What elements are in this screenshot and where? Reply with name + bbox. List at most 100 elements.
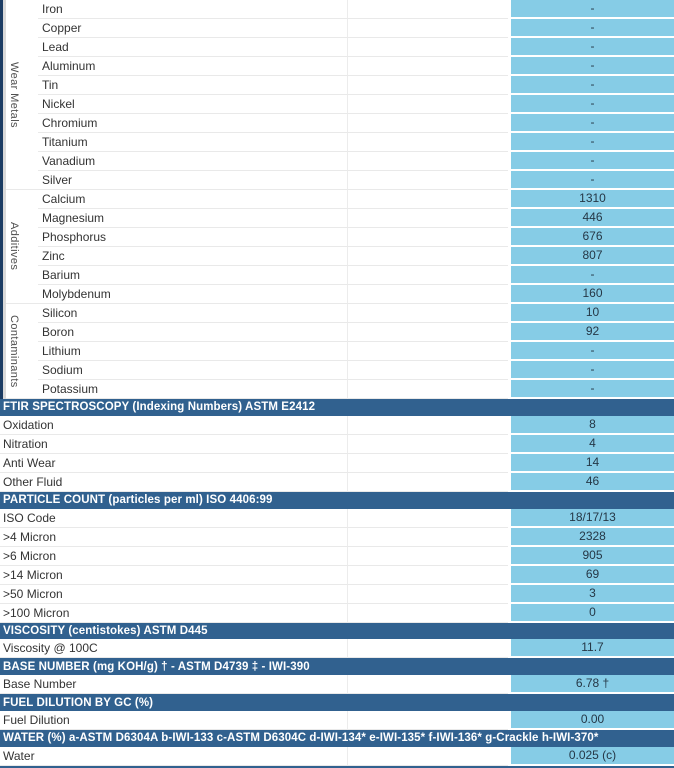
empty-cell xyxy=(348,266,508,285)
parameter-name: Iron xyxy=(38,0,348,19)
parameter-name: Vanadium xyxy=(38,152,348,171)
elemental-analysis-table: Wear Metals Iron - Copper - Lead - Aluminum… xyxy=(0,0,674,399)
parameter-name: >100 Micron xyxy=(0,603,348,623)
parameter-name: Chromium xyxy=(38,114,348,133)
parameter-name: Sodium xyxy=(38,361,348,380)
parameter-name: Zinc xyxy=(38,247,348,266)
group-wear-metals: Wear Metals Iron - Copper - Lead - Aluminum… xyxy=(0,0,674,190)
table-row: Silicon 10 xyxy=(38,304,674,323)
empty-cell xyxy=(348,604,508,623)
section-fuel-dilution: FUEL DILUTION BY GC (%) Fuel Dilution 0.0… xyxy=(0,694,674,730)
table-row: Nickel - xyxy=(38,95,674,114)
parameter-name: Water xyxy=(0,746,348,766)
parameter-value: 8 xyxy=(508,415,674,435)
parameter-name: Barium xyxy=(38,266,348,285)
table-row: Titanium - xyxy=(38,133,674,152)
parameter-value: 10 xyxy=(508,304,674,323)
parameter-value: - xyxy=(508,95,674,114)
table-row: Viscosity @ 100C 11.7 xyxy=(0,639,674,659)
table-row: Copper - xyxy=(38,19,674,38)
empty-cell xyxy=(348,323,508,342)
table-row: Water 0.025 (c) xyxy=(0,746,674,766)
table-row: Silver - xyxy=(38,171,674,190)
parameter-name: Phosphorus xyxy=(38,228,348,247)
table-row: Vanadium - xyxy=(38,152,674,171)
parameter-name: Potassium xyxy=(38,380,348,399)
empty-cell xyxy=(348,38,508,57)
parameter-value: - xyxy=(508,114,674,133)
table-row: Calcium 1310 xyxy=(38,190,674,209)
left-border-strip xyxy=(0,0,3,399)
group-rows: Calcium 1310 Magnesium 446 Phosphorus 676 Z… xyxy=(38,190,674,304)
parameter-value: - xyxy=(508,133,674,152)
empty-cell xyxy=(348,228,508,247)
empty-cell xyxy=(348,95,508,114)
section-header: BASE NUMBER (mg KOH/g) † - ASTM D4739 ‡ … xyxy=(0,658,674,676)
parameter-name: Anti Wear xyxy=(0,453,348,473)
group-label-cell: Additives xyxy=(0,190,38,304)
empty-cell xyxy=(348,0,508,19)
empty-cell xyxy=(348,76,508,95)
parameter-name: Fuel Dilution xyxy=(0,710,348,730)
parameter-name: Nickel xyxy=(38,95,348,114)
table-row: Fuel Dilution 0.00 xyxy=(0,710,674,730)
section-base-number: BASE NUMBER (mg KOH/g) † - ASTM D4739 ‡ … xyxy=(0,658,674,695)
table-row: Tin - xyxy=(38,76,674,95)
empty-cell xyxy=(348,304,508,323)
group-label-cell: Wear Metals xyxy=(0,0,38,190)
empty-cell xyxy=(348,473,508,492)
parameter-name: Oxidation xyxy=(0,415,348,435)
empty-cell xyxy=(348,133,508,152)
parameter-name: >14 Micron xyxy=(0,565,348,585)
parameter-value: - xyxy=(508,19,674,38)
empty-cell xyxy=(348,416,508,435)
empty-cell xyxy=(348,209,508,228)
parameter-name: Lithium xyxy=(38,342,348,361)
empty-cell xyxy=(348,711,508,730)
empty-cell xyxy=(348,585,508,604)
parameter-value: - xyxy=(508,152,674,171)
parameter-name: Titanium xyxy=(38,133,348,152)
empty-cell xyxy=(348,454,508,473)
left-gray-strip xyxy=(2,0,6,399)
parameter-value: 11.7 xyxy=(508,639,674,659)
table-row: Molybdenum 160 xyxy=(38,285,674,304)
section-particle-count: PARTICLE COUNT (particles per ml) ISO 44… xyxy=(0,491,674,623)
empty-cell xyxy=(348,114,508,133)
parameter-name: ISO Code xyxy=(0,508,348,528)
section-ftir-spectroscopy: FTIR SPECTROSCOPY (Indexing Numbers) AST… xyxy=(0,399,674,492)
parameter-name: Copper xyxy=(38,19,348,38)
parameter-name: Aluminum xyxy=(38,57,348,76)
table-row: Magnesium 446 xyxy=(38,209,674,228)
table-row: Boron 92 xyxy=(38,323,674,342)
group-rows: Silicon 10 Boron 92 Lithium - Sodium - Potas… xyxy=(38,304,674,399)
table-row: >50 Micron 3 xyxy=(0,584,674,604)
parameter-value: - xyxy=(508,76,674,95)
table-row: Sodium - xyxy=(38,361,674,380)
parameter-value: - xyxy=(508,266,674,285)
group-label: Contaminants xyxy=(8,314,20,388)
parameter-value: - xyxy=(508,38,674,57)
table-row: ISO Code 18/17/13 xyxy=(0,508,674,528)
table-row: >14 Micron 69 xyxy=(0,565,674,585)
table-row: Chromium - xyxy=(38,114,674,133)
section-header: WATER (%) a-ASTM D6304A b-IWI-133 c-ASTM… xyxy=(0,729,674,747)
parameter-name: Silicon xyxy=(38,304,348,323)
group-contaminants: Contaminants Silicon 10 Boron 92 Lithium - … xyxy=(0,304,674,399)
empty-cell xyxy=(348,247,508,266)
next-section-header-partial xyxy=(0,765,674,768)
parameter-value: - xyxy=(508,361,674,380)
empty-cell xyxy=(348,528,508,547)
parameter-name: >6 Micron xyxy=(0,546,348,566)
empty-cell xyxy=(348,152,508,171)
parameter-name: >50 Micron xyxy=(0,584,348,604)
parameter-name: Tin xyxy=(38,76,348,95)
parameter-value: - xyxy=(508,57,674,76)
table-row: Barium - xyxy=(38,266,674,285)
table-row: Nitration 4 xyxy=(0,434,674,454)
parameter-value: 2328 xyxy=(508,527,674,547)
parameter-value: 446 xyxy=(508,209,674,228)
empty-cell xyxy=(348,57,508,76)
table-row: Lithium - xyxy=(38,342,674,361)
